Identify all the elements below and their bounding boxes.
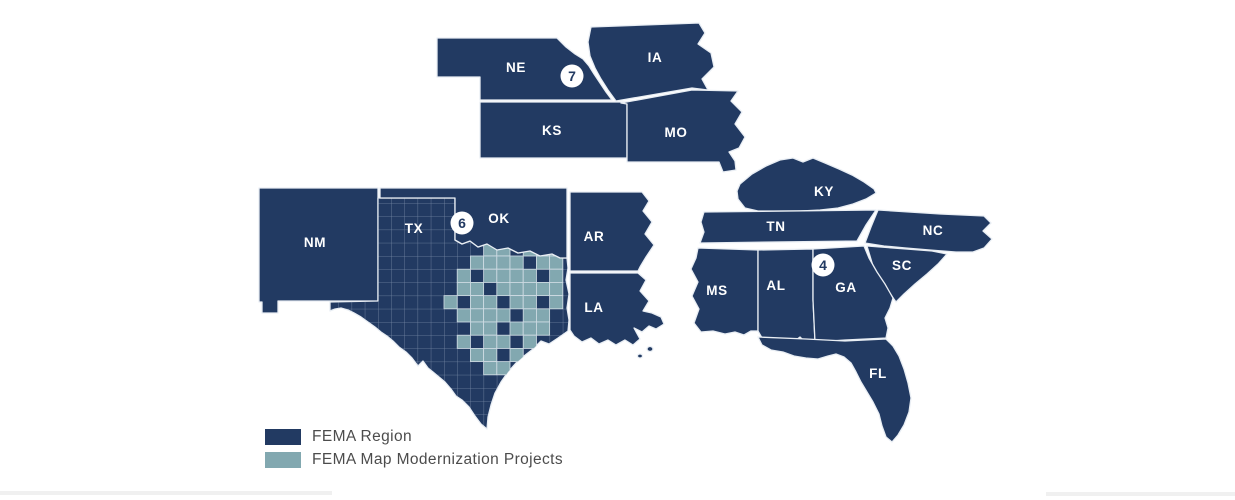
map-modernization-label: FEMA Map Modernization Projects (312, 450, 564, 468)
region-6-badge-circle (450, 211, 474, 235)
region-6-group (258, 187, 665, 430)
state-arkansas (569, 191, 655, 272)
state-label-ar: AR (584, 229, 605, 244)
state-missouri (620, 89, 746, 173)
region-4-badge-number: 4 (819, 257, 827, 273)
fema-region-swatch (265, 428, 301, 445)
state-label-nm: NM (304, 235, 326, 250)
region-badges: 7 6 4 (450, 64, 835, 277)
louisiana-delta-island (636, 353, 644, 359)
state-label-tx: TX (405, 221, 423, 236)
state-label-nc: NC (923, 223, 944, 238)
state-label-ks: KS (542, 123, 562, 138)
louisiana-delta-island (646, 345, 654, 353)
legend: FEMA Region FEMA Map Modernization Proje… (265, 428, 563, 474)
state-florida (757, 336, 912, 443)
region-6-badge-number: 6 (458, 215, 466, 231)
state-label-ky: KY (814, 184, 834, 199)
bottom-left-divider (0, 491, 332, 495)
bottom-right-divider (1046, 492, 1235, 496)
state-tennessee (699, 209, 877, 244)
fema-region-label: FEMA Region (312, 427, 413, 445)
state-iowa (587, 22, 715, 102)
state-label-al: AL (766, 278, 785, 293)
state-alabama (757, 248, 816, 344)
state-new-mexico (258, 187, 379, 314)
region-4-group (690, 157, 993, 443)
state-label-mo: MO (665, 125, 688, 140)
state-label-la: LA (584, 300, 603, 315)
state-labels: NE IA KS MO NM TX OK AR LA KY TN NC SC GA AL MS FL (304, 50, 943, 381)
state-mississippi (690, 247, 759, 336)
legend-item-map-modernization: FEMA Map Modernization Projects (265, 451, 563, 468)
state-label-ok: OK (488, 211, 509, 226)
region-7-badge-circle (560, 64, 584, 88)
state-label-ms: MS (706, 283, 727, 298)
state-label-ia: IA (648, 50, 663, 65)
state-label-ne: NE (506, 60, 526, 75)
state-label-fl: FL (869, 366, 887, 381)
legend-item-fema-region: FEMA Region (265, 428, 563, 445)
state-kentucky (736, 157, 877, 212)
state-label-ga: GA (835, 280, 856, 295)
region-7-group (436, 22, 746, 173)
map-modernization-swatch (265, 451, 301, 468)
state-label-tn: TN (766, 219, 785, 234)
state-label-sc: SC (892, 258, 912, 273)
region-7-badge-number: 7 (568, 68, 576, 84)
region-4-badge-circle (811, 253, 835, 277)
state-north-carolina (864, 209, 993, 253)
state-louisiana (569, 272, 665, 346)
